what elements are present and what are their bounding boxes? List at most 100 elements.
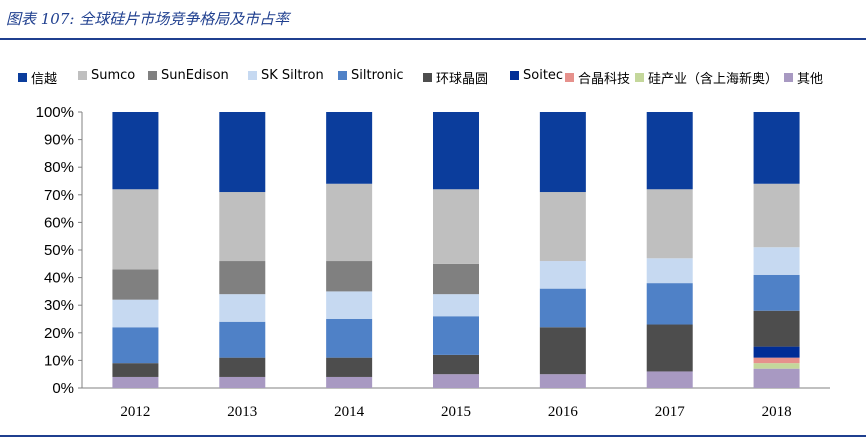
legend-label: 环球晶圆 bbox=[436, 72, 489, 87]
bar-segment bbox=[219, 357, 266, 377]
y-tick-label: 70% bbox=[44, 187, 74, 204]
bar-segment bbox=[646, 112, 693, 190]
x-tick-label: 2017 bbox=[655, 404, 686, 420]
y-tick-label: 20% bbox=[44, 325, 74, 342]
bar-segment bbox=[753, 274, 800, 311]
bar-segment bbox=[539, 288, 586, 328]
y-tick-label: 80% bbox=[44, 159, 74, 176]
title-rule bbox=[0, 38, 866, 40]
bar-segment bbox=[646, 283, 693, 325]
bar-segment bbox=[326, 376, 373, 388]
bar-segment bbox=[539, 261, 586, 289]
legend-swatch bbox=[338, 71, 347, 80]
legend-item: Siltronic bbox=[338, 68, 404, 83]
y-tick-label: 100% bbox=[36, 104, 74, 121]
legend-swatch bbox=[148, 71, 157, 80]
legend: 信越 Sumco SunEdison SK Siltron Siltronic 环球晶圆 S… bbox=[18, 68, 863, 88]
bar-segment bbox=[112, 376, 159, 388]
bar-segment bbox=[219, 321, 266, 358]
legend-label: Soitec bbox=[523, 68, 564, 83]
legend-swatch bbox=[78, 71, 87, 80]
legend-item: 合晶科技 bbox=[565, 68, 630, 87]
legend-item: 信越 bbox=[18, 68, 57, 87]
bottom-rule bbox=[0, 435, 866, 437]
legend-item: 硅产业（含上海新奥） bbox=[635, 68, 778, 87]
bar-segment bbox=[326, 357, 373, 377]
legend-item: Soitec bbox=[510, 68, 563, 83]
bar-segment bbox=[646, 324, 693, 372]
y-tick-label: 60% bbox=[44, 214, 74, 231]
bar-segment bbox=[539, 374, 586, 388]
bar-segment bbox=[326, 291, 373, 319]
bar-segment bbox=[433, 189, 479, 264]
y-tick-label: 40% bbox=[44, 270, 74, 287]
bar-segment bbox=[753, 183, 800, 248]
bar-segment bbox=[326, 112, 373, 184]
legend-item: 其他 bbox=[784, 68, 823, 87]
bar-segment bbox=[433, 374, 479, 388]
bar-segment bbox=[112, 327, 159, 364]
bar-segment bbox=[753, 310, 800, 347]
bar-segment bbox=[539, 192, 586, 262]
y-tick-label: 30% bbox=[44, 297, 74, 314]
bar-segment bbox=[753, 112, 800, 184]
bar-segment bbox=[646, 258, 693, 284]
bar-segment bbox=[753, 346, 800, 358]
legend-item: SunEdison bbox=[148, 68, 229, 83]
x-tick-label: 2013 bbox=[227, 404, 257, 420]
legend-label: 硅产业（含上海新奥） bbox=[648, 72, 779, 87]
x-tick-label: 2016 bbox=[548, 404, 579, 420]
bar-segment bbox=[753, 368, 800, 388]
bar-segment bbox=[753, 363, 800, 369]
legend-swatch bbox=[18, 73, 27, 82]
legend-item: 环球晶圆 bbox=[423, 68, 488, 87]
bar-segment bbox=[433, 294, 479, 317]
legend-label: 合晶科技 bbox=[578, 72, 631, 87]
bar-segment bbox=[753, 247, 800, 275]
bar-segment bbox=[326, 319, 373, 358]
bar-segment bbox=[112, 189, 159, 270]
y-tick-label: 0% bbox=[52, 380, 74, 397]
bar-segment bbox=[326, 261, 373, 292]
x-tick-label: 2018 bbox=[762, 404, 792, 420]
bar-segment bbox=[539, 112, 586, 193]
bar-segment bbox=[112, 269, 159, 300]
x-tick-label: 2015 bbox=[441, 404, 471, 420]
bar-segment bbox=[219, 192, 266, 262]
bar-segment bbox=[646, 189, 693, 259]
legend-label: 其他 bbox=[797, 72, 824, 87]
bar-segment bbox=[433, 316, 479, 355]
bar-segment bbox=[539, 327, 586, 375]
y-tick-label: 10% bbox=[44, 352, 74, 369]
x-tick-label: 2014 bbox=[334, 404, 365, 420]
bar-segment bbox=[326, 183, 373, 262]
bar-segment bbox=[112, 112, 159, 190]
legend-item: Sumco bbox=[78, 68, 135, 83]
bar-segment bbox=[753, 357, 800, 364]
bar-segment bbox=[646, 371, 693, 388]
legend-label: 信越 bbox=[31, 72, 58, 87]
legend-swatch bbox=[248, 71, 257, 80]
legend-item: SK Siltron bbox=[248, 68, 324, 83]
bar-segment bbox=[219, 112, 266, 193]
x-tick-label: 2012 bbox=[120, 404, 150, 420]
bar-segment bbox=[112, 363, 159, 377]
legend-label: Siltronic bbox=[351, 68, 404, 83]
legend-swatch bbox=[635, 73, 644, 82]
bar-segment bbox=[219, 294, 266, 322]
legend-label: SK Siltron bbox=[261, 68, 324, 83]
legend-label: Sumco bbox=[91, 68, 136, 83]
legend-swatch bbox=[423, 73, 432, 82]
legend-label: SunEdison bbox=[161, 68, 229, 83]
bar-segment bbox=[112, 299, 159, 328]
bar-segment bbox=[433, 263, 479, 295]
legend-swatch bbox=[510, 71, 519, 80]
bar-segment bbox=[219, 261, 266, 295]
legend-swatch bbox=[565, 73, 574, 82]
bar-segment bbox=[433, 112, 479, 190]
y-tick-label: 50% bbox=[44, 242, 74, 259]
bar-segment bbox=[219, 376, 266, 388]
legend-swatch bbox=[784, 73, 793, 82]
bar-segment bbox=[433, 354, 479, 375]
